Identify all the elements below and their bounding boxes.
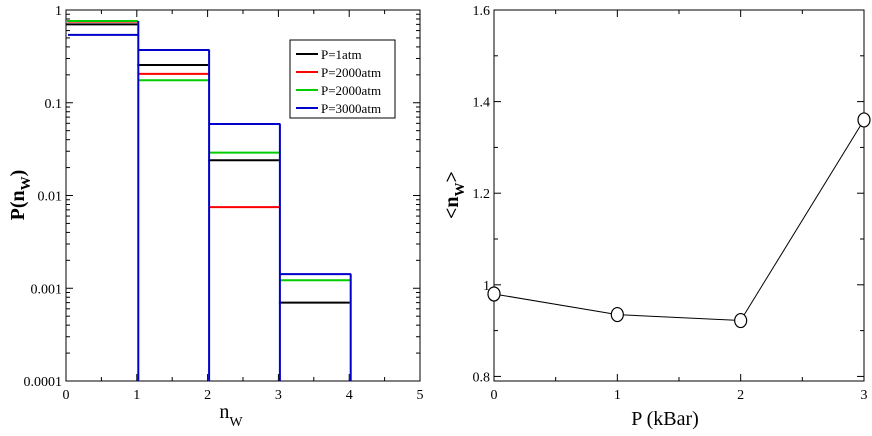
legend-label: P=2000atm bbox=[321, 83, 381, 98]
data-point-marker bbox=[857, 112, 871, 128]
left-histogram-panel: 0 1 2 3 4 5 0.0001 0.001 0.01 0.1 1 P=1atm P=2000at… bbox=[7, 4, 424, 430]
legend-label: P=1atm bbox=[321, 47, 362, 62]
left-y-axis-label: P(nW) bbox=[7, 170, 34, 221]
x-tick-label: 5 bbox=[417, 388, 424, 403]
y-tick-label: 1.2 bbox=[473, 187, 491, 202]
right-line-panel: 0 1 2 3 0.8 1 1.2 1.4 1.6 P (kBar) <nW> bbox=[441, 4, 871, 430]
x-tick-label: 0 bbox=[491, 388, 498, 403]
legend: P=1atm P=2000atm P=2000atm P=3000atm bbox=[289, 39, 396, 119]
y-tick-label: 0.1 bbox=[45, 97, 63, 112]
x-tick-label: 2 bbox=[204, 388, 211, 403]
right-tick-marks bbox=[493, 9, 865, 381]
data-point-marker bbox=[487, 286, 501, 302]
y-tick-label: 0.001 bbox=[31, 282, 63, 297]
y-tick-label: 0.8 bbox=[473, 370, 491, 385]
y-tick-label: 1 bbox=[55, 4, 62, 19]
left-tick-labels: 0 1 2 3 4 5 0.0001 0.001 0.01 0.1 1 bbox=[24, 4, 424, 403]
series-2 bbox=[67, 20, 351, 282]
x-tick-label: 4 bbox=[346, 388, 353, 403]
x-tick-label: 2 bbox=[737, 388, 744, 403]
x-tick-label: 1 bbox=[133, 388, 140, 403]
legend-label: P=2000atm bbox=[321, 65, 381, 80]
bin-edges bbox=[137, 21, 352, 381]
x-tick-label: 0 bbox=[63, 388, 70, 403]
x-tick-label: 3 bbox=[275, 388, 282, 403]
y-tick-label: 0.01 bbox=[38, 190, 63, 205]
data-point-marker bbox=[610, 306, 624, 323]
right-tick-labels: 0 1 2 3 0.8 1 1.2 1.4 1.6 bbox=[473, 4, 868, 403]
y-tick-label: 1.6 bbox=[473, 4, 491, 19]
right-x-axis-label: P (kBar) bbox=[631, 408, 699, 430]
series-0 bbox=[66, 23, 350, 304]
series-3 bbox=[68, 33, 352, 276]
y-tick-label: 1 bbox=[483, 279, 490, 294]
x-tick-label: 1 bbox=[614, 388, 621, 403]
y-tick-label: 0.0001 bbox=[24, 375, 63, 390]
line-series bbox=[487, 112, 871, 329]
right-y-axis-label: <nW> bbox=[441, 171, 468, 219]
y-tick-label: 1.4 bbox=[473, 96, 491, 111]
left-x-axis-label: nW bbox=[219, 401, 243, 430]
series-line bbox=[493, 119, 865, 322]
data-point-marker bbox=[734, 312, 748, 329]
left-tick-marks bbox=[65, 9, 421, 382]
legend-label: P=3000atm bbox=[321, 101, 381, 116]
right-plot-frame bbox=[493, 9, 865, 382]
x-tick-label: 3 bbox=[861, 388, 868, 403]
histogram-bars bbox=[66, 20, 352, 381]
